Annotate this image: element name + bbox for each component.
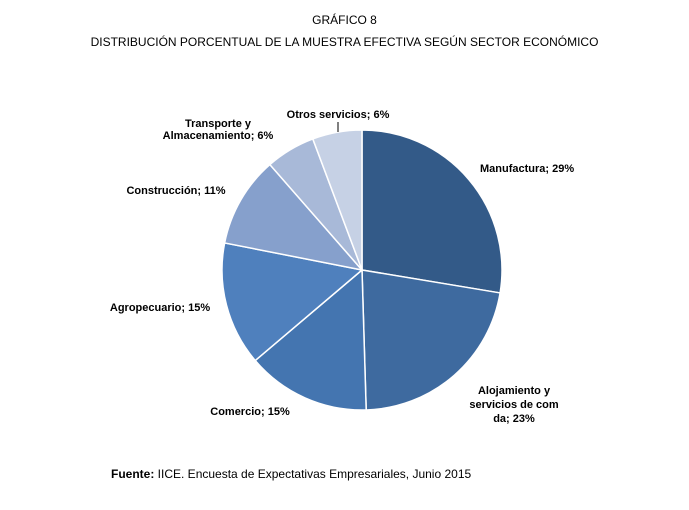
slice-label: Alojamiento y servicios de com da; 23% bbox=[469, 385, 558, 425]
pie-slice bbox=[361, 269, 501, 411]
source-note: Fuente: IICE. Encuesta de Expectativas E… bbox=[111, 467, 471, 481]
pie-slice bbox=[223, 163, 365, 272]
slice-label: Construcción; 11% bbox=[126, 185, 225, 197]
pie-slice bbox=[221, 242, 364, 362]
slice-label: Manufactura; 29% bbox=[480, 163, 574, 175]
source-text: IICE. Encuesta de Expectativas Empresari… bbox=[154, 467, 472, 481]
slice-label: Agropecuario; 15% bbox=[110, 302, 210, 314]
chart-title: GRÁFICO 8 bbox=[312, 13, 377, 27]
pie-slice bbox=[311, 129, 363, 271]
pie-slice bbox=[254, 268, 367, 411]
slice-label: Otros servicios; 6% bbox=[287, 109, 390, 121]
source-label: Fuente: bbox=[111, 467, 155, 481]
slice-label: Transporte y Almacenamiento; 6% bbox=[163, 118, 274, 142]
chart-subtitle: DISTRIBUCIÓN PORCENTUAL DE LA MUESTRA EF… bbox=[90, 35, 599, 49]
slice-label: Comercio; 15% bbox=[210, 406, 290, 418]
pie-slice bbox=[361, 129, 503, 294]
